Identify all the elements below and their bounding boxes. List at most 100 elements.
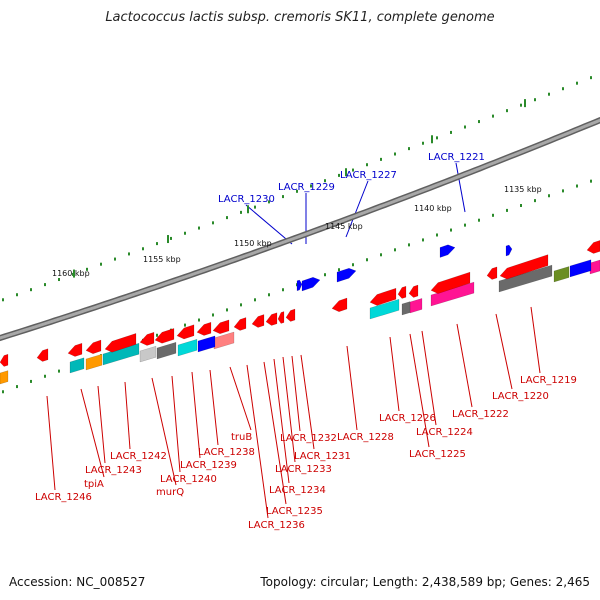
gene-label: LACR_1246 xyxy=(35,492,92,503)
cog-bar xyxy=(156,341,177,360)
gene-label: murQ xyxy=(156,487,184,498)
track-dot xyxy=(590,76,592,80)
tick-label: 1160 kbp xyxy=(52,269,90,278)
major-tick xyxy=(73,269,75,278)
track-dot xyxy=(30,379,32,383)
connector-line xyxy=(151,377,177,486)
track-dot xyxy=(422,238,424,242)
connector-line xyxy=(389,336,400,412)
track-dot xyxy=(142,247,144,251)
track-dot xyxy=(100,262,102,266)
track-dot xyxy=(548,92,550,96)
gene-label: LACR_1243 xyxy=(85,465,142,476)
cog-bar xyxy=(589,259,600,275)
track-dot xyxy=(408,243,410,247)
tick-label: 1140 kbp xyxy=(414,204,452,213)
gene-arrow-forward xyxy=(586,240,600,254)
gene-arrow-forward xyxy=(196,321,212,336)
gene-label: LACR_1220 xyxy=(492,391,549,402)
connector-line xyxy=(97,385,106,464)
track-dot xyxy=(2,298,4,302)
connector-line xyxy=(209,369,219,446)
major-tick xyxy=(431,135,433,144)
connector-line xyxy=(80,388,105,478)
gene-label: LACR_1221 xyxy=(428,152,485,163)
gene-arrow-forward xyxy=(0,353,9,367)
backbone-track xyxy=(0,116,600,342)
track-dot xyxy=(240,210,242,214)
track-dot xyxy=(506,208,508,212)
gene-arrow-forward xyxy=(285,308,296,322)
accession-text: Accession: NC_008527 xyxy=(9,575,146,589)
gene-arrow-forward xyxy=(233,317,247,331)
track-dot xyxy=(44,374,46,378)
track-dot xyxy=(324,273,326,277)
track-dot xyxy=(450,228,452,232)
tick-label: 1150 kbp xyxy=(234,239,272,248)
track-dot xyxy=(128,252,130,256)
gene-arrow-reverse xyxy=(296,279,303,292)
track-dot xyxy=(58,369,60,373)
gene-label: LACR_1219 xyxy=(520,375,577,386)
cog-bar xyxy=(177,338,198,357)
gene-label: LACR_1222 xyxy=(452,409,509,420)
track-dot xyxy=(2,390,4,394)
track-dot xyxy=(352,263,354,267)
track-dot xyxy=(520,204,522,208)
gene-label: LACR_1228 xyxy=(337,432,394,443)
track-dot xyxy=(562,189,564,193)
track-dot xyxy=(576,81,578,85)
gene-label: LACR_1235 xyxy=(266,506,323,517)
gene-arrow-forward xyxy=(67,342,83,357)
track-dot xyxy=(282,288,284,292)
track-dot xyxy=(16,293,18,297)
connector-line xyxy=(345,180,369,238)
gene-arrow-forward xyxy=(265,312,278,326)
gene-arrow-forward xyxy=(486,266,498,280)
track-dot xyxy=(254,205,256,209)
connector-line xyxy=(273,358,290,484)
connector-line xyxy=(263,361,287,505)
track-dot xyxy=(114,257,116,261)
track-dot xyxy=(16,385,18,389)
tick-track xyxy=(2,76,592,394)
track-dot xyxy=(282,195,284,199)
track-dot xyxy=(520,103,522,107)
gene-arrow-forward xyxy=(331,297,348,312)
cog-bar xyxy=(498,264,553,293)
track-dot xyxy=(450,130,452,134)
track-dot xyxy=(562,87,564,91)
track-dot xyxy=(212,313,214,317)
gene-arrow-forward xyxy=(430,271,471,294)
cog-bar xyxy=(409,298,423,314)
track-dot xyxy=(492,213,494,217)
connector-line xyxy=(456,323,473,408)
track-dot xyxy=(352,168,354,172)
track-dot xyxy=(394,248,396,252)
gene-arrow-forward xyxy=(176,324,195,340)
connector-line xyxy=(455,162,466,213)
gene-label: LACR_1240 xyxy=(160,474,217,485)
gene-arrow-forward xyxy=(139,331,155,346)
connector-line xyxy=(229,366,252,431)
gene-arrow-forward xyxy=(397,285,407,299)
genome-summary-text: Topology: circular; Length: 2,438,589 bp… xyxy=(260,575,590,589)
gene-label: LACR_1232 xyxy=(280,433,337,444)
gene-label: LACR_1236 xyxy=(248,520,305,531)
track-dot xyxy=(380,253,382,257)
cog-bar xyxy=(569,259,592,278)
connector-line xyxy=(300,354,315,450)
gene-track xyxy=(0,240,600,367)
major-tick xyxy=(247,205,249,214)
major-tick xyxy=(524,99,526,108)
track-dot xyxy=(58,278,60,282)
track-dot xyxy=(170,236,172,240)
backbone-shadow xyxy=(0,116,600,342)
track-dot xyxy=(324,179,326,183)
gene-arrow-forward xyxy=(212,319,230,335)
connector-line xyxy=(46,395,56,491)
track-dot xyxy=(338,268,340,272)
track-dot xyxy=(548,194,550,198)
